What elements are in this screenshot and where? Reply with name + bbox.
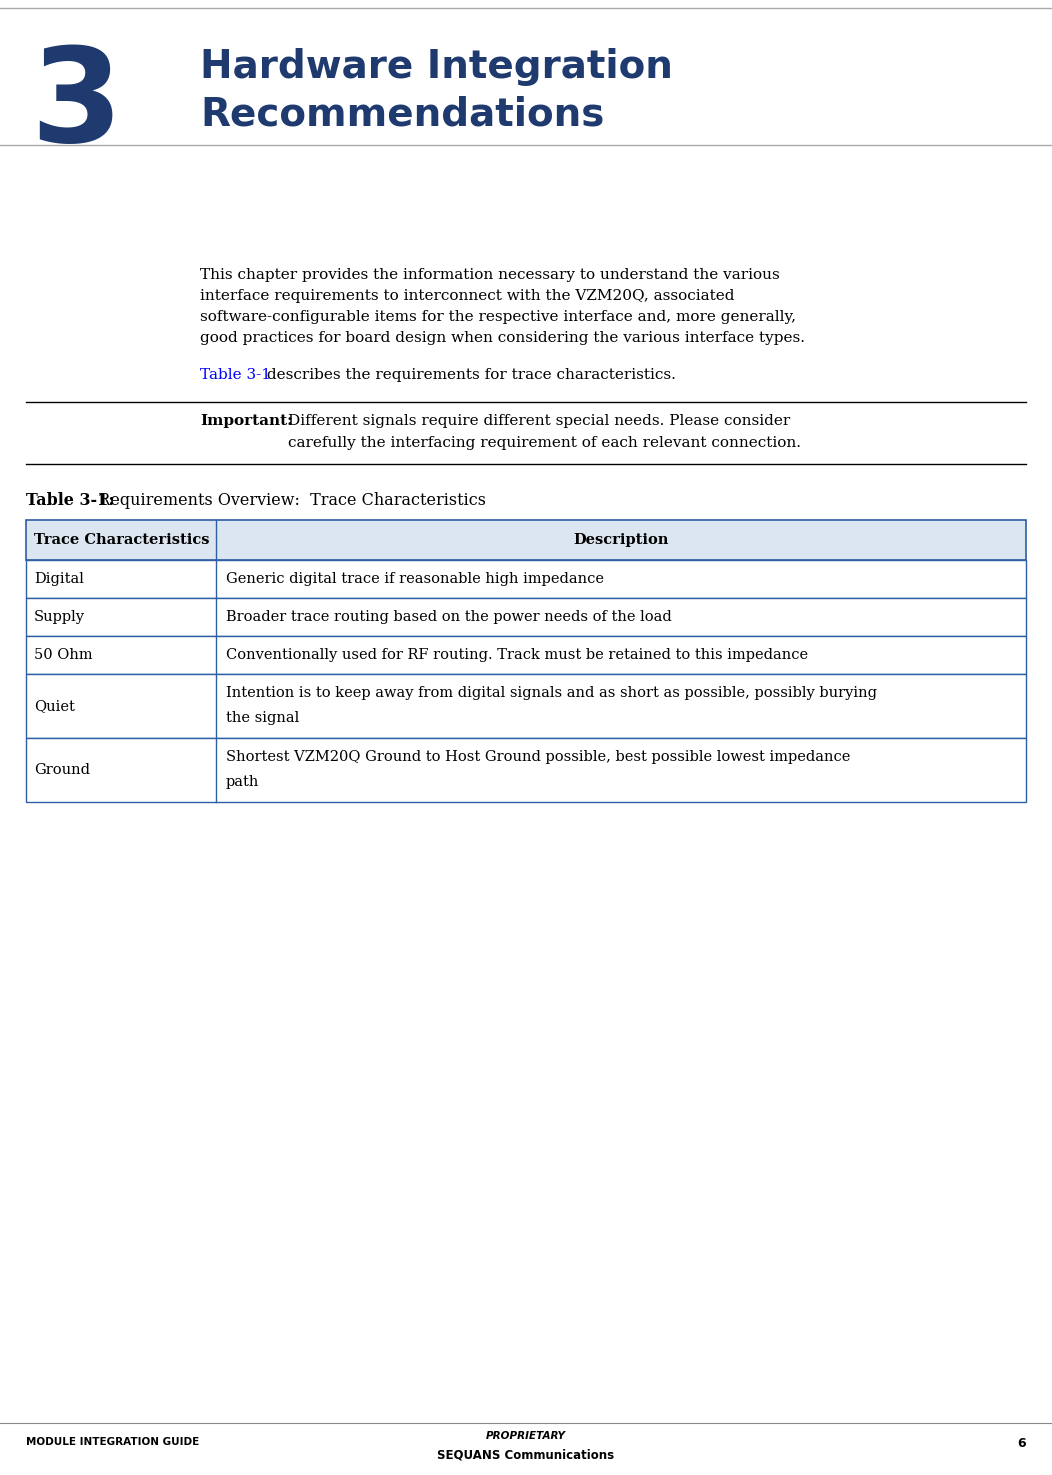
Bar bbox=[26, 636, 1026, 674]
Text: 6: 6 bbox=[1017, 1437, 1026, 1450]
Text: Requirements Overview:  Trace Characteristics: Requirements Overview: Trace Characteris… bbox=[88, 493, 486, 509]
Text: Shortest VZM20Q Ground to Host Ground possible, best possible lowest impedance: Shortest VZM20Q Ground to Host Ground po… bbox=[226, 751, 850, 764]
Text: Generic digital trace if reasonable high impedance: Generic digital trace if reasonable high… bbox=[226, 572, 604, 586]
Text: Table 3-1:: Table 3-1: bbox=[26, 493, 115, 509]
Text: Table 3-1: Table 3-1 bbox=[200, 367, 271, 382]
Bar bbox=[26, 738, 1026, 802]
Text: describes the requirements for trace characteristics.: describes the requirements for trace cha… bbox=[262, 367, 675, 382]
Text: MODULE INTEGRATION GUIDE: MODULE INTEGRATION GUIDE bbox=[26, 1437, 199, 1447]
Bar bbox=[26, 560, 1026, 597]
Text: 50 Ohm: 50 Ohm bbox=[34, 648, 93, 662]
Text: carefully the interfacing requirement of each relevant connection.: carefully the interfacing requirement of… bbox=[288, 437, 801, 450]
Text: Important:: Important: bbox=[200, 414, 292, 428]
Bar bbox=[26, 521, 1026, 560]
Text: interface requirements to interconnect with the VZM20Q, associated: interface requirements to interconnect w… bbox=[200, 289, 734, 302]
Text: software-configurable items for the respective interface and, more generally,: software-configurable items for the resp… bbox=[200, 310, 796, 324]
Text: the signal: the signal bbox=[226, 711, 299, 724]
Text: This chapter provides the information necessary to understand the various: This chapter provides the information ne… bbox=[200, 268, 780, 282]
Bar bbox=[26, 674, 1026, 738]
Bar bbox=[26, 597, 1026, 636]
Text: good practices for board design when considering the various interface types.: good practices for board design when con… bbox=[200, 330, 805, 345]
Text: Recommendations: Recommendations bbox=[200, 94, 605, 133]
Text: SEQUANS Communications: SEQUANS Communications bbox=[438, 1448, 614, 1462]
Text: Ground: Ground bbox=[34, 763, 90, 777]
Text: Trace Characteristics: Trace Characteristics bbox=[34, 532, 209, 547]
Text: Broader trace routing based on the power needs of the load: Broader trace routing based on the power… bbox=[226, 611, 672, 624]
Text: Supply: Supply bbox=[34, 611, 85, 624]
Text: Conventionally used for RF routing. Track must be retained to this impedance: Conventionally used for RF routing. Trac… bbox=[226, 648, 808, 662]
Text: Digital: Digital bbox=[34, 572, 84, 586]
Text: PROPRIETARY: PROPRIETARY bbox=[486, 1431, 566, 1441]
Text: Quiet: Quiet bbox=[34, 699, 75, 712]
Text: 3: 3 bbox=[31, 41, 122, 168]
Text: Description: Description bbox=[573, 532, 669, 547]
Text: Different signals require different special needs. Please consider: Different signals require different spec… bbox=[288, 414, 790, 428]
Text: path: path bbox=[226, 774, 260, 789]
Text: Intention is to keep away from digital signals and as short as possible, possibl: Intention is to keep away from digital s… bbox=[226, 686, 877, 701]
Text: Hardware Integration: Hardware Integration bbox=[200, 49, 673, 86]
